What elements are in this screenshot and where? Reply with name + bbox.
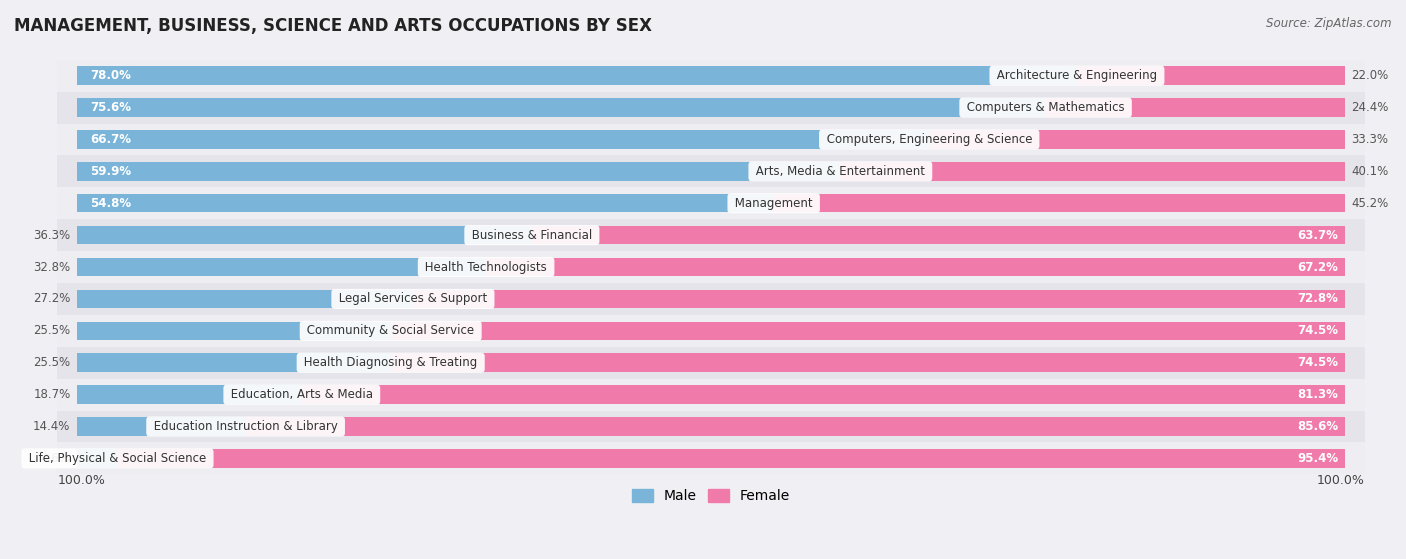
- Text: Health Diagnosing & Treating: Health Diagnosing & Treating: [301, 356, 481, 369]
- Text: Health Technologists: Health Technologists: [422, 260, 551, 273]
- Bar: [58, 443, 1364, 475]
- Bar: [58, 251, 1364, 283]
- Bar: [486, 258, 1346, 276]
- Bar: [77, 449, 118, 468]
- Legend: Male, Female: Male, Female: [626, 484, 796, 509]
- Bar: [77, 162, 841, 181]
- Bar: [58, 283, 1364, 315]
- Text: Business & Financial: Business & Financial: [468, 229, 596, 241]
- Bar: [246, 417, 1346, 436]
- Bar: [58, 155, 1364, 187]
- Text: 14.4%: 14.4%: [34, 420, 70, 433]
- Bar: [391, 353, 1346, 372]
- Bar: [77, 321, 391, 340]
- Text: 45.2%: 45.2%: [1351, 197, 1389, 210]
- Bar: [58, 124, 1364, 155]
- Text: 72.8%: 72.8%: [1298, 292, 1339, 305]
- Bar: [77, 130, 929, 149]
- Text: 63.7%: 63.7%: [1298, 229, 1339, 241]
- Text: 36.3%: 36.3%: [34, 229, 70, 241]
- Text: Source: ZipAtlas.com: Source: ZipAtlas.com: [1267, 17, 1392, 30]
- Bar: [58, 315, 1364, 347]
- Bar: [1077, 67, 1346, 85]
- Bar: [118, 449, 1346, 468]
- Bar: [58, 347, 1364, 378]
- Text: 59.9%: 59.9%: [90, 165, 131, 178]
- Text: 75.6%: 75.6%: [90, 101, 131, 114]
- Bar: [77, 258, 486, 276]
- Text: Legal Services & Support: Legal Services & Support: [335, 292, 491, 305]
- Bar: [77, 98, 1046, 117]
- Bar: [77, 417, 246, 436]
- Text: Life, Physical & Social Science: Life, Physical & Social Science: [25, 452, 209, 465]
- Text: MANAGEMENT, BUSINESS, SCIENCE AND ARTS OCCUPATIONS BY SEX: MANAGEMENT, BUSINESS, SCIENCE AND ARTS O…: [14, 17, 652, 35]
- Text: Arts, Media & Entertainment: Arts, Media & Entertainment: [752, 165, 929, 178]
- Bar: [77, 194, 773, 212]
- Bar: [58, 92, 1364, 124]
- Text: 54.8%: 54.8%: [90, 197, 131, 210]
- Text: 78.0%: 78.0%: [90, 69, 131, 82]
- Bar: [929, 130, 1346, 149]
- Text: 33.3%: 33.3%: [1351, 133, 1389, 146]
- Text: 22.0%: 22.0%: [1351, 69, 1389, 82]
- Text: 67.2%: 67.2%: [1298, 260, 1339, 273]
- Text: 32.8%: 32.8%: [34, 260, 70, 273]
- Bar: [77, 290, 413, 308]
- Text: 24.4%: 24.4%: [1351, 101, 1389, 114]
- Text: Computers, Engineering & Science: Computers, Engineering & Science: [823, 133, 1036, 146]
- Text: 81.3%: 81.3%: [1298, 388, 1339, 401]
- Text: Architecture & Engineering: Architecture & Engineering: [993, 69, 1161, 82]
- Bar: [58, 378, 1364, 410]
- Text: 18.7%: 18.7%: [34, 388, 70, 401]
- Bar: [77, 226, 531, 244]
- Bar: [77, 385, 302, 404]
- Text: 4.6%: 4.6%: [41, 452, 70, 465]
- Bar: [773, 194, 1346, 212]
- Text: 85.6%: 85.6%: [1298, 420, 1339, 433]
- Bar: [413, 290, 1346, 308]
- Text: Computers & Mathematics: Computers & Mathematics: [963, 101, 1128, 114]
- Text: 27.2%: 27.2%: [34, 292, 70, 305]
- Text: 100.0%: 100.0%: [1316, 475, 1364, 487]
- Text: Management: Management: [731, 197, 817, 210]
- Bar: [302, 385, 1346, 404]
- Bar: [77, 67, 1077, 85]
- Text: 40.1%: 40.1%: [1351, 165, 1389, 178]
- Text: 95.4%: 95.4%: [1298, 452, 1339, 465]
- Text: Education Instruction & Library: Education Instruction & Library: [150, 420, 342, 433]
- Bar: [77, 353, 391, 372]
- Bar: [531, 226, 1346, 244]
- Text: 25.5%: 25.5%: [34, 324, 70, 337]
- Text: 74.5%: 74.5%: [1298, 356, 1339, 369]
- Bar: [1046, 98, 1346, 117]
- Text: 25.5%: 25.5%: [34, 356, 70, 369]
- Bar: [58, 410, 1364, 443]
- Bar: [58, 60, 1364, 92]
- Bar: [391, 321, 1346, 340]
- Bar: [841, 162, 1346, 181]
- Bar: [58, 219, 1364, 251]
- Text: Education, Arts & Media: Education, Arts & Media: [226, 388, 377, 401]
- Text: 66.7%: 66.7%: [90, 133, 131, 146]
- Bar: [58, 187, 1364, 219]
- Text: 100.0%: 100.0%: [58, 475, 105, 487]
- Text: Community & Social Service: Community & Social Service: [304, 324, 478, 337]
- Text: 74.5%: 74.5%: [1298, 324, 1339, 337]
